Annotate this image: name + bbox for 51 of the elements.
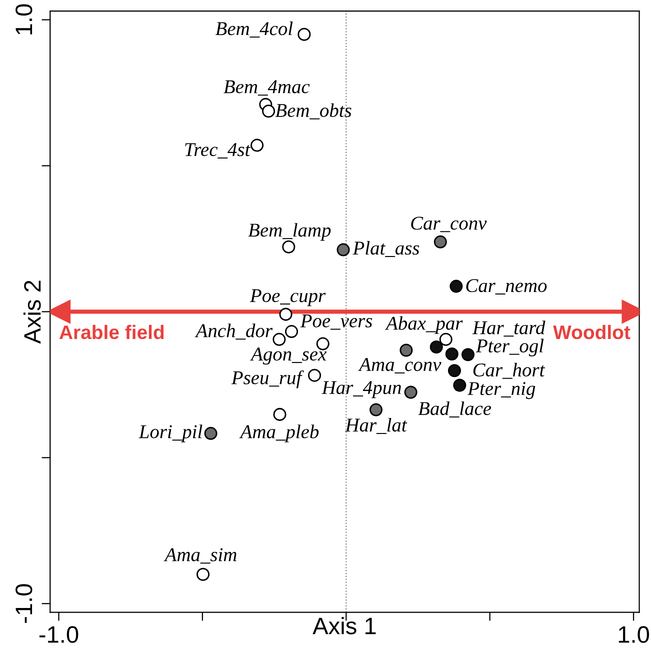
annotation: Arable field: [59, 324, 164, 340]
point: [336, 243, 350, 256]
point: [404, 386, 418, 399]
point: [298, 28, 311, 41]
annotation: Ama_pleb: [239, 424, 319, 442]
point: [262, 104, 276, 118]
annotation: Bem_lamp: [248, 223, 331, 241]
annotation: Bem_obts: [275, 103, 352, 120]
point: [196, 568, 210, 581]
annotation: Agon_sex: [250, 348, 327, 365]
point: [434, 235, 447, 248]
annotation: Har_lat: [345, 418, 408, 434]
annotation: Poe_cupr: [250, 289, 326, 306]
point: [250, 138, 264, 152]
point: [272, 332, 286, 346]
annotation: Poe_vers: [300, 314, 372, 330]
annotation: Trec_4st: [185, 143, 251, 158]
annotation: Woodlot: [553, 324, 630, 340]
annotation: Anch_dor: [194, 324, 273, 340]
x-axis-title: Axis 1: [312, 617, 376, 634]
point: [445, 348, 458, 361]
point: [308, 368, 322, 382]
point: [282, 240, 296, 254]
annotation: Har_4pun: [322, 381, 401, 398]
annotation: Bem_4mac: [224, 80, 310, 96]
point: [430, 340, 443, 354]
annotation: Car_nemo: [466, 279, 547, 294]
annotation: Bem_4col: [215, 22, 293, 38]
point: [279, 308, 292, 321]
y-axis-title: Axis 2: [23, 280, 41, 344]
annotation: Pter_nig: [468, 382, 536, 400]
point: [450, 280, 463, 293]
annotation: Car_hort: [473, 362, 546, 379]
point: [461, 348, 474, 362]
point: [448, 364, 461, 378]
annotation: Pseu_ruf: [231, 370, 304, 388]
point: [453, 378, 466, 392]
point: [273, 408, 286, 421]
point: [204, 426, 218, 440]
point: [285, 325, 298, 338]
annotation: Ama_sim: [164, 548, 236, 564]
annotation: Pter_ogl: [476, 338, 544, 356]
annotation: Plat_ass: [352, 240, 420, 257]
point: [370, 403, 383, 416]
annotation: Car_conv: [411, 216, 487, 232]
annotation: Abax_par: [384, 316, 463, 334]
annotation: Har_tard: [472, 320, 546, 337]
annotation: Lori_pil: [138, 424, 202, 442]
annotation: Ama_conv: [358, 358, 442, 374]
annotation: Bad_lace: [418, 401, 492, 418]
point: [400, 344, 413, 357]
